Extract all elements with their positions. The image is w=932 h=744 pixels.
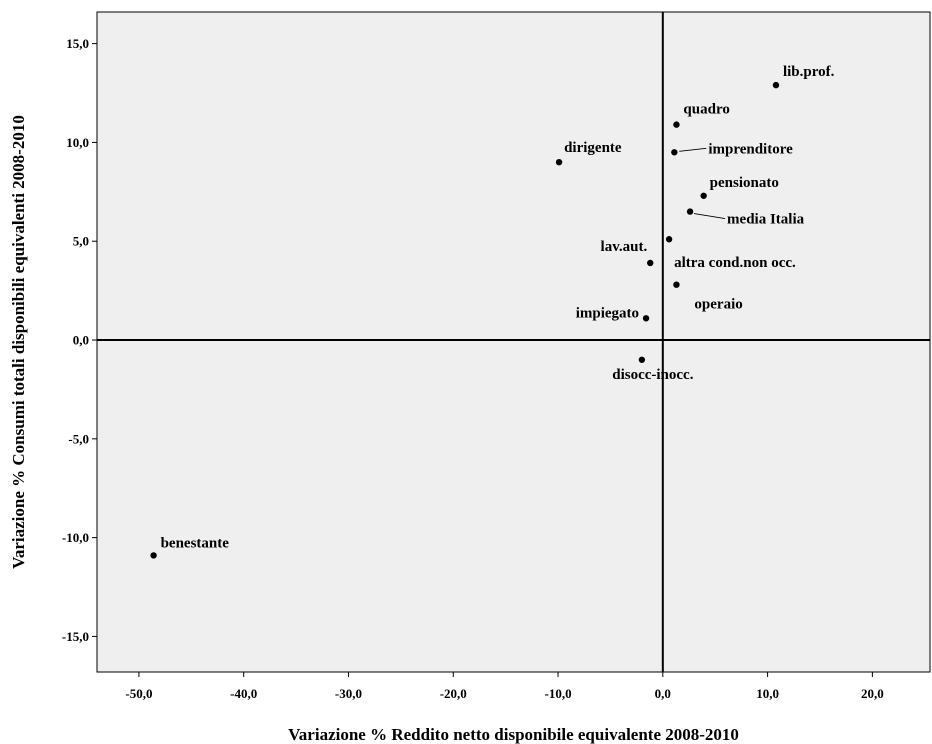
x-axis-ticks: -50,0 -40,0 -30,0 -20,0 -10,0 0,0 10,0 20,0 <box>125 672 884 701</box>
y-tick-label: 15,0 <box>66 36 89 51</box>
data-point <box>686 208 694 215</box>
plot-area <box>96 11 931 673</box>
data-labels: lib.prof. quadro imprenditore dirigente pens… <box>161 64 835 551</box>
data-point <box>772 81 780 89</box>
data-label: media Italia <box>727 212 805 228</box>
data-point <box>647 259 654 267</box>
x-tick-label: -30,0 <box>335 686 362 701</box>
x-tick-label: -20,0 <box>440 686 467 701</box>
data-label: benestante <box>161 535 230 551</box>
data-label: dirigente <box>564 140 622 156</box>
x-tick-label: -10,0 <box>544 686 571 701</box>
x-tick-label: 20,0 <box>861 686 884 701</box>
x-tick-label: -40,0 <box>230 686 257 701</box>
data-label: operaio <box>694 297 742 313</box>
x-tick-label: -50,0 <box>125 686 152 701</box>
y-tick-label: 10,0 <box>66 135 89 150</box>
data-point <box>150 552 157 559</box>
y-tick-label: -15,0 <box>62 629 89 644</box>
data-point <box>673 281 680 288</box>
data-label: quadro <box>683 102 729 118</box>
x-tick-label: 10,0 <box>756 686 779 701</box>
data-point <box>638 356 646 363</box>
data-points <box>150 81 780 559</box>
data-label: imprenditore <box>708 141 793 157</box>
y-tick-label: -5,0 <box>68 431 89 446</box>
data-point <box>673 121 680 128</box>
data-point <box>671 149 678 156</box>
leader-line <box>693 213 726 219</box>
data-label: impiegato <box>576 305 639 321</box>
data-point <box>700 192 707 199</box>
x-axis-title: Variazione % Reddito netto disponibile e… <box>288 725 739 744</box>
data-label: lib.prof. <box>783 64 835 80</box>
x-tick-label: 0,0 <box>655 686 671 701</box>
data-label: pensionato <box>710 175 779 191</box>
y-tick-label: 0,0 <box>73 333 89 348</box>
data-label: altra cond.non occ. <box>674 255 796 271</box>
data-point <box>642 315 650 322</box>
reference-lines <box>97 12 930 672</box>
data-point <box>665 236 673 243</box>
data-point <box>555 158 563 166</box>
leader-line <box>679 147 707 152</box>
y-tick-label: -10,0 <box>62 530 89 545</box>
y-axis-title: Variazione % Consumi totali disponibili … <box>9 115 28 569</box>
y-axis-ticks: 15,0 10,0 5,0 0,0 -5,0 -10,0 -15,0 <box>62 36 97 644</box>
label-leader-lines <box>679 147 726 219</box>
y-tick-label: 5,0 <box>73 234 89 249</box>
data-label: disocc-inocc. <box>612 367 693 383</box>
data-label: lav.aut. <box>601 239 648 255</box>
